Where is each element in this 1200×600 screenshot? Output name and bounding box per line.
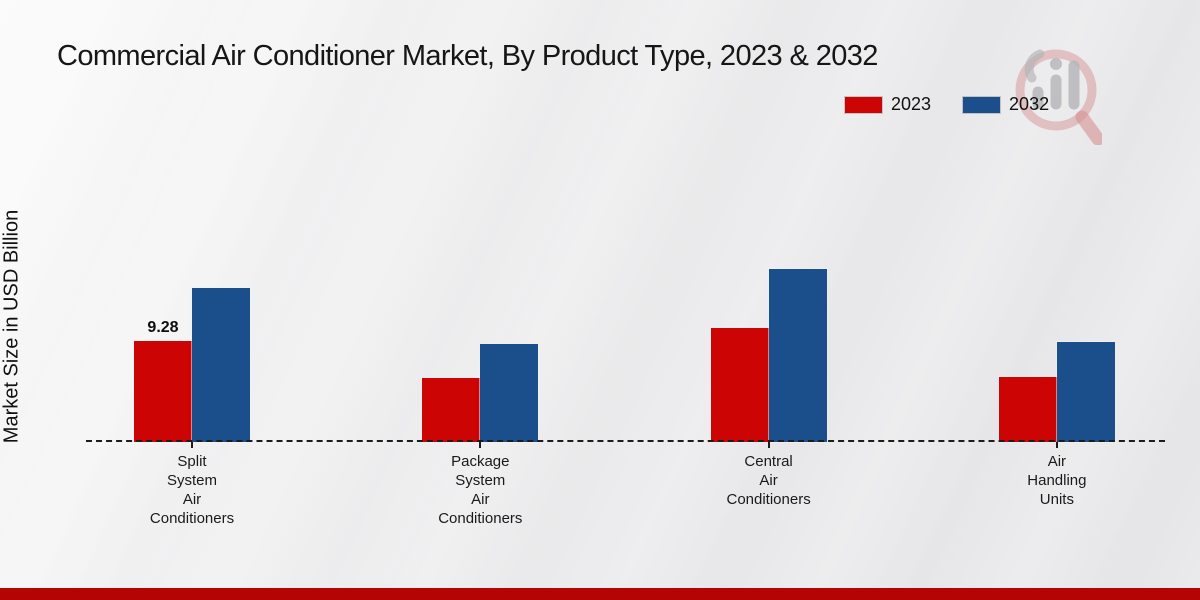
bar-2032-air-handling-units bbox=[1056, 341, 1115, 442]
legend-item-2032: 2032 bbox=[963, 94, 1049, 115]
bar-2023-split-system-air-conditioners bbox=[134, 341, 192, 442]
footer-accent-band bbox=[0, 588, 1200, 600]
x-axis-label-air-handling-units: Air Handling Units bbox=[1027, 453, 1087, 508]
legend: 2023 2032 bbox=[845, 94, 1049, 115]
x-axis-tick bbox=[479, 442, 482, 448]
chart-title: Commercial Air Conditioner Market, By Pr… bbox=[57, 40, 878, 72]
x-axis-label-central-air-conditioners: Central Air Conditioners bbox=[726, 453, 811, 508]
legend-swatch-2023 bbox=[845, 96, 882, 113]
plot-area: 9.28 bbox=[134, 269, 1115, 442]
x-axis-tick bbox=[1055, 442, 1058, 448]
bar-2023-package-system-air-conditioners bbox=[422, 377, 481, 442]
bar-2023-air-handling-units bbox=[998, 376, 1057, 442]
x-axis-tick bbox=[191, 442, 193, 448]
data-label-2023-0: 9.28 bbox=[147, 319, 179, 337]
legend-item-2023: 2023 bbox=[845, 94, 931, 115]
bar-2032-central-air-conditioners bbox=[768, 269, 827, 442]
bar-2023-central-air-conditioners bbox=[710, 327, 769, 442]
x-axis-tick bbox=[767, 442, 770, 448]
x-axis-label-package-system-air-conditioners: Package System Air Conditioners bbox=[438, 453, 523, 527]
x-axis-baseline bbox=[86, 440, 1165, 442]
legend-label: 2023 bbox=[891, 94, 932, 114]
bar-2032-split-system-air-conditioners bbox=[192, 287, 250, 442]
bar-2032-package-system-air-conditioners bbox=[480, 344, 539, 442]
legend-label: 2032 bbox=[1009, 94, 1050, 114]
market-research-future-logo-watermark bbox=[1015, 49, 1102, 145]
legend-swatch-2032 bbox=[963, 96, 1001, 113]
x-axis-label-split-system-air-conditioners: Split System Air Conditioners bbox=[149, 453, 235, 527]
